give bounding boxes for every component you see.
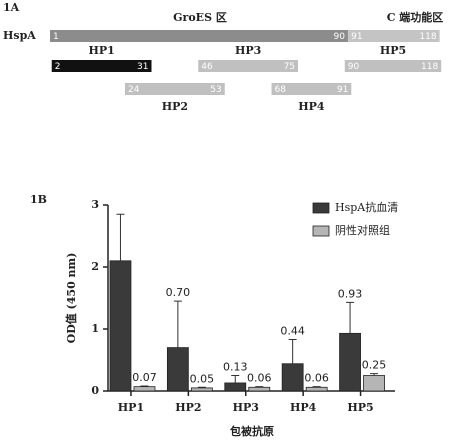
fragment-bar xyxy=(344,60,442,72)
y-tick-label: 3 xyxy=(91,198,99,211)
legend-swatch xyxy=(312,202,330,214)
residue-label: 90 xyxy=(334,32,346,42)
y-tick-label: 1 xyxy=(91,322,99,335)
panel-label: 1A xyxy=(3,1,20,14)
x-tick-label: HP2 xyxy=(175,401,201,414)
protein-segment xyxy=(50,30,348,42)
residue-label: 1 xyxy=(53,32,59,42)
x-tick-label: HP5 xyxy=(347,401,373,414)
residue-label: 2 xyxy=(55,62,61,72)
fragment-name: HP5 xyxy=(380,44,406,57)
protein-segment xyxy=(348,30,440,42)
x-tick-label: HP1 xyxy=(118,401,144,414)
residue-label: 24 xyxy=(128,85,140,95)
error-bar xyxy=(197,386,206,388)
fragment-bar xyxy=(198,60,299,72)
y-tick-label: 2 xyxy=(91,260,99,273)
residue-label: 118 xyxy=(419,32,436,42)
fragment-name: HP2 xyxy=(162,100,188,113)
fragment-bar xyxy=(271,83,352,95)
panel-label: 1B xyxy=(30,193,47,206)
x-axis-label: 包被抗原 xyxy=(229,424,274,438)
value-label: 0.06 xyxy=(247,372,272,385)
y-tick-label: 0 xyxy=(91,384,99,397)
bar xyxy=(190,387,213,392)
error-bar xyxy=(288,339,297,364)
bar xyxy=(133,386,156,392)
error-bar xyxy=(346,301,355,334)
residue-label: 91 xyxy=(337,85,348,95)
residue-label: 46 xyxy=(201,62,213,72)
error-bar xyxy=(116,213,125,261)
fragment-bar xyxy=(51,60,152,72)
value-label: 0.05 xyxy=(190,372,215,385)
residue-label: 31 xyxy=(137,62,148,72)
bar xyxy=(281,363,304,392)
residue-label: 68 xyxy=(275,85,287,95)
error-bar xyxy=(231,375,240,383)
bar xyxy=(363,375,385,392)
x-tick-label: HP3 xyxy=(233,401,259,414)
fragment-name: HP4 xyxy=(298,100,325,113)
value-label: 0.07 xyxy=(132,371,157,384)
error-bar xyxy=(173,300,182,348)
y-axis-label: OD值 (450 nm) xyxy=(64,253,78,344)
bar xyxy=(109,260,132,392)
bar xyxy=(224,382,247,392)
value-label: 0.70 xyxy=(166,286,191,299)
residue-label: 75 xyxy=(284,62,295,72)
fragment-name: HP1 xyxy=(88,44,114,57)
residue-label: 91 xyxy=(351,32,362,42)
bar xyxy=(248,386,271,392)
bar xyxy=(339,332,361,392)
error-bar xyxy=(255,386,264,388)
value-label: 0.44 xyxy=(280,325,305,338)
residue-label: 118 xyxy=(421,62,438,72)
legend-label: HspA抗血清 xyxy=(335,200,398,214)
protein-name: HspA xyxy=(3,29,36,42)
error-bar xyxy=(370,373,379,376)
error-bar xyxy=(312,386,321,388)
region-label: GroES 区 xyxy=(173,11,227,24)
legend-label: 阴性对照组 xyxy=(335,223,390,237)
fragment-bar xyxy=(124,83,225,95)
residue-label: 53 xyxy=(210,85,221,95)
legend-swatch xyxy=(312,225,330,237)
bar xyxy=(166,347,189,392)
x-tick-label: HP4 xyxy=(290,401,317,414)
value-label: 0.25 xyxy=(362,359,387,372)
region-label: C 端功能区 xyxy=(387,10,444,24)
fragment-name: HP3 xyxy=(235,44,261,57)
value-label: 0.13 xyxy=(223,361,248,374)
value-label: 0.06 xyxy=(304,372,329,385)
residue-label: 90 xyxy=(348,62,360,72)
value-label: 0.93 xyxy=(338,287,363,300)
bar xyxy=(305,386,328,392)
error-bar xyxy=(140,385,149,387)
